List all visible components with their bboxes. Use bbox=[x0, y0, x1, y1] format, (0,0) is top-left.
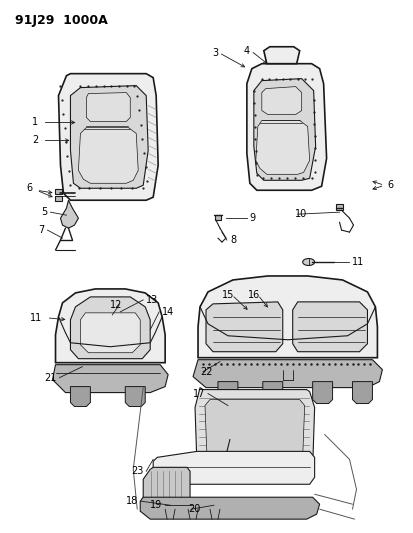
Polygon shape bbox=[78, 127, 138, 183]
Polygon shape bbox=[351, 382, 372, 403]
Bar bbox=[214, 215, 221, 220]
Polygon shape bbox=[70, 297, 150, 359]
Polygon shape bbox=[292, 302, 367, 352]
Polygon shape bbox=[86, 93, 130, 122]
Text: 23: 23 bbox=[131, 466, 143, 477]
Text: 17: 17 bbox=[192, 389, 204, 399]
Polygon shape bbox=[125, 386, 145, 407]
Polygon shape bbox=[140, 497, 319, 519]
Ellipse shape bbox=[211, 503, 218, 508]
Polygon shape bbox=[197, 276, 377, 358]
Text: 21: 21 bbox=[44, 373, 56, 383]
Text: 6: 6 bbox=[26, 183, 33, 193]
Text: 12: 12 bbox=[109, 300, 122, 310]
Polygon shape bbox=[261, 86, 301, 115]
Polygon shape bbox=[263, 47, 299, 63]
Text: 8: 8 bbox=[229, 235, 235, 245]
Polygon shape bbox=[70, 386, 90, 407]
Text: 13: 13 bbox=[146, 295, 158, 305]
Bar bbox=[55, 189, 62, 194]
Polygon shape bbox=[192, 360, 382, 387]
Text: 9: 9 bbox=[249, 213, 255, 223]
Text: 18: 18 bbox=[126, 496, 138, 506]
Polygon shape bbox=[80, 313, 140, 353]
Polygon shape bbox=[217, 382, 237, 403]
Text: 11: 11 bbox=[351, 257, 363, 267]
Polygon shape bbox=[253, 79, 315, 180]
Text: 5: 5 bbox=[41, 207, 47, 217]
Polygon shape bbox=[255, 120, 309, 174]
Text: 22: 22 bbox=[199, 367, 212, 377]
Polygon shape bbox=[206, 302, 282, 352]
Ellipse shape bbox=[166, 503, 174, 508]
Polygon shape bbox=[246, 63, 326, 190]
Polygon shape bbox=[143, 467, 190, 504]
Polygon shape bbox=[60, 200, 78, 228]
Text: 11: 11 bbox=[30, 313, 43, 323]
Polygon shape bbox=[55, 289, 165, 362]
Ellipse shape bbox=[302, 259, 314, 265]
Ellipse shape bbox=[133, 394, 138, 399]
Polygon shape bbox=[58, 74, 158, 200]
Text: 16: 16 bbox=[247, 290, 259, 300]
Text: 6: 6 bbox=[387, 180, 393, 190]
Ellipse shape bbox=[78, 394, 83, 399]
Ellipse shape bbox=[189, 503, 197, 508]
Text: 4: 4 bbox=[243, 46, 249, 56]
Polygon shape bbox=[195, 387, 314, 474]
Text: 7: 7 bbox=[38, 225, 45, 235]
Polygon shape bbox=[70, 86, 148, 188]
Text: 19: 19 bbox=[150, 500, 162, 510]
Polygon shape bbox=[312, 382, 332, 403]
Text: 2: 2 bbox=[32, 135, 38, 146]
Text: 20: 20 bbox=[188, 504, 200, 514]
Text: 10: 10 bbox=[294, 209, 306, 219]
Text: 3: 3 bbox=[211, 48, 218, 58]
Text: 91J29  1000A: 91J29 1000A bbox=[14, 14, 107, 27]
Text: 14: 14 bbox=[162, 307, 174, 317]
Text: 1: 1 bbox=[32, 117, 38, 127]
Bar bbox=[55, 196, 62, 201]
Bar bbox=[223, 435, 234, 443]
Polygon shape bbox=[52, 365, 168, 393]
Polygon shape bbox=[262, 382, 282, 403]
Polygon shape bbox=[204, 400, 304, 463]
Bar bbox=[335, 204, 342, 210]
Text: 15: 15 bbox=[221, 290, 234, 300]
Polygon shape bbox=[153, 451, 314, 484]
